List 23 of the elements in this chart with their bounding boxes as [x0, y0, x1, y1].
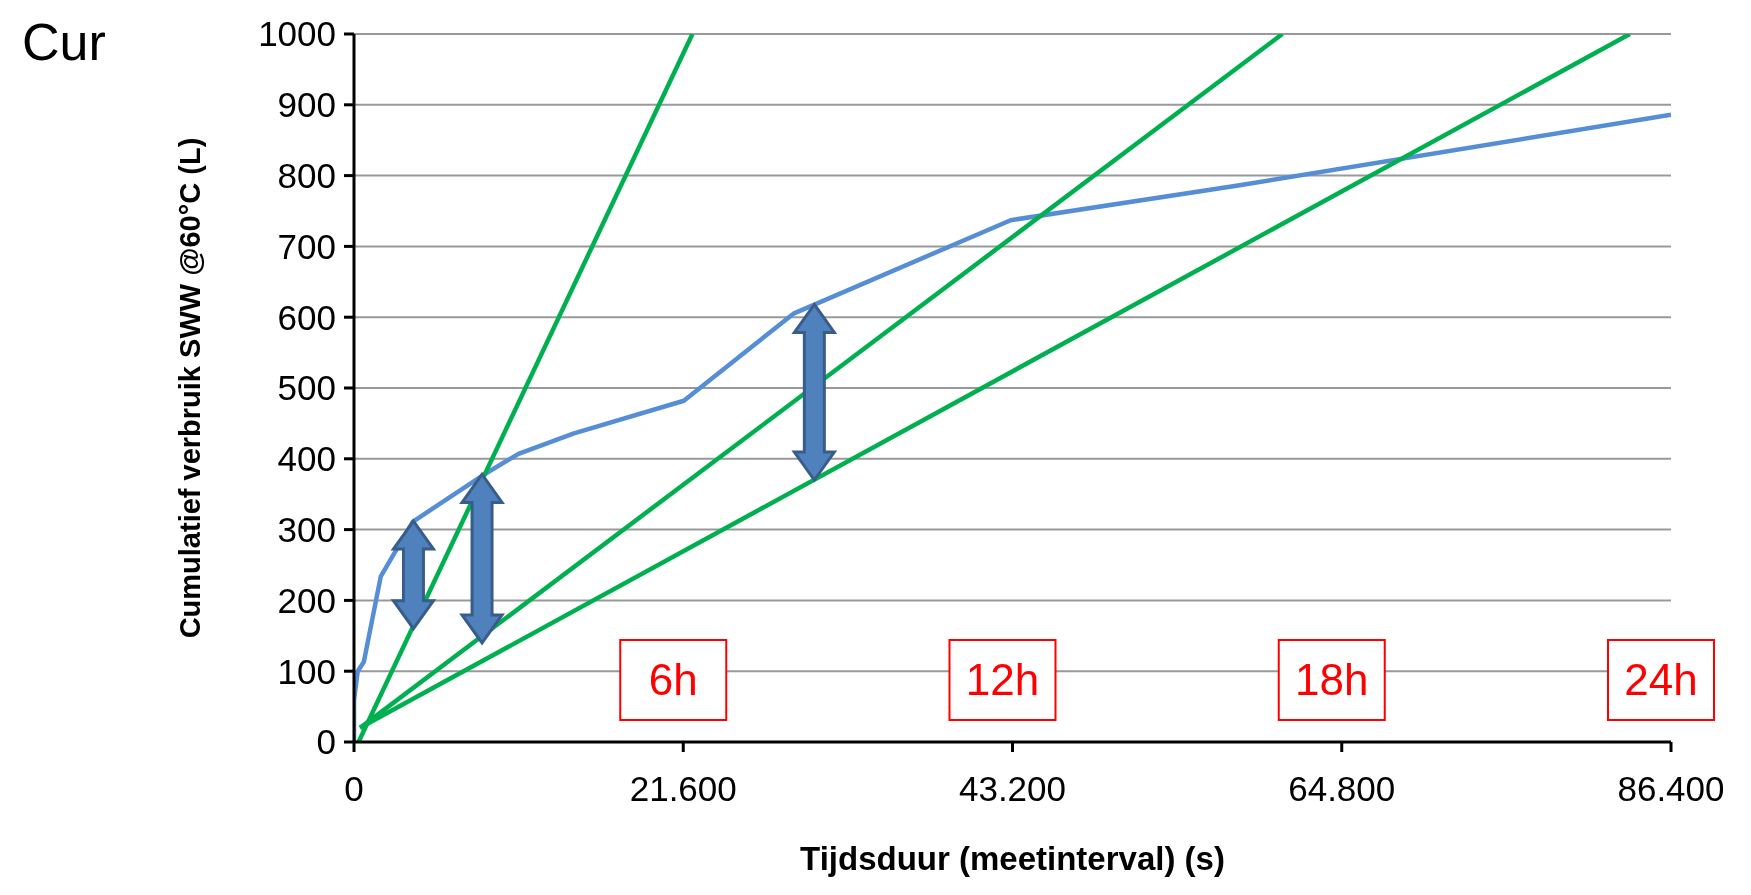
x-tick-label: 43.200 [958, 768, 1067, 808]
y-tick-label: 900 [277, 85, 336, 125]
y-axis-title: Cumulatief verbruik SWW @60°C (L) [174, 137, 206, 639]
chart-title: Cur [22, 13, 106, 71]
x-tick-label: 64.800 [1288, 768, 1396, 808]
y-tick-label: 700 [277, 226, 336, 266]
y-tick-label: 200 [277, 580, 336, 620]
annotation: 6h [648, 655, 698, 704]
x-tick-label: 21.600 [629, 768, 737, 808]
y-tick-label: 300 [277, 510, 336, 550]
annotation: 18h [1295, 655, 1369, 704]
y-tick-label: 400 [277, 439, 336, 479]
x-axis-title: Tijdsduur (meetinterval) (s) [800, 840, 1225, 877]
y-tick-label: 600 [277, 297, 336, 337]
y-tick-label: 1000 [258, 14, 336, 54]
y-tick-label: 500 [277, 368, 336, 408]
x-tick-label: 0 [344, 768, 364, 808]
y-tick-label: 100 [277, 651, 336, 691]
annotation: 24h [1624, 655, 1698, 704]
y-tick-label: 800 [277, 156, 336, 196]
x-tick-label: 86.400 [1617, 768, 1725, 808]
annotation: 12h [965, 655, 1040, 704]
y-tick-label: 0 [316, 722, 336, 762]
